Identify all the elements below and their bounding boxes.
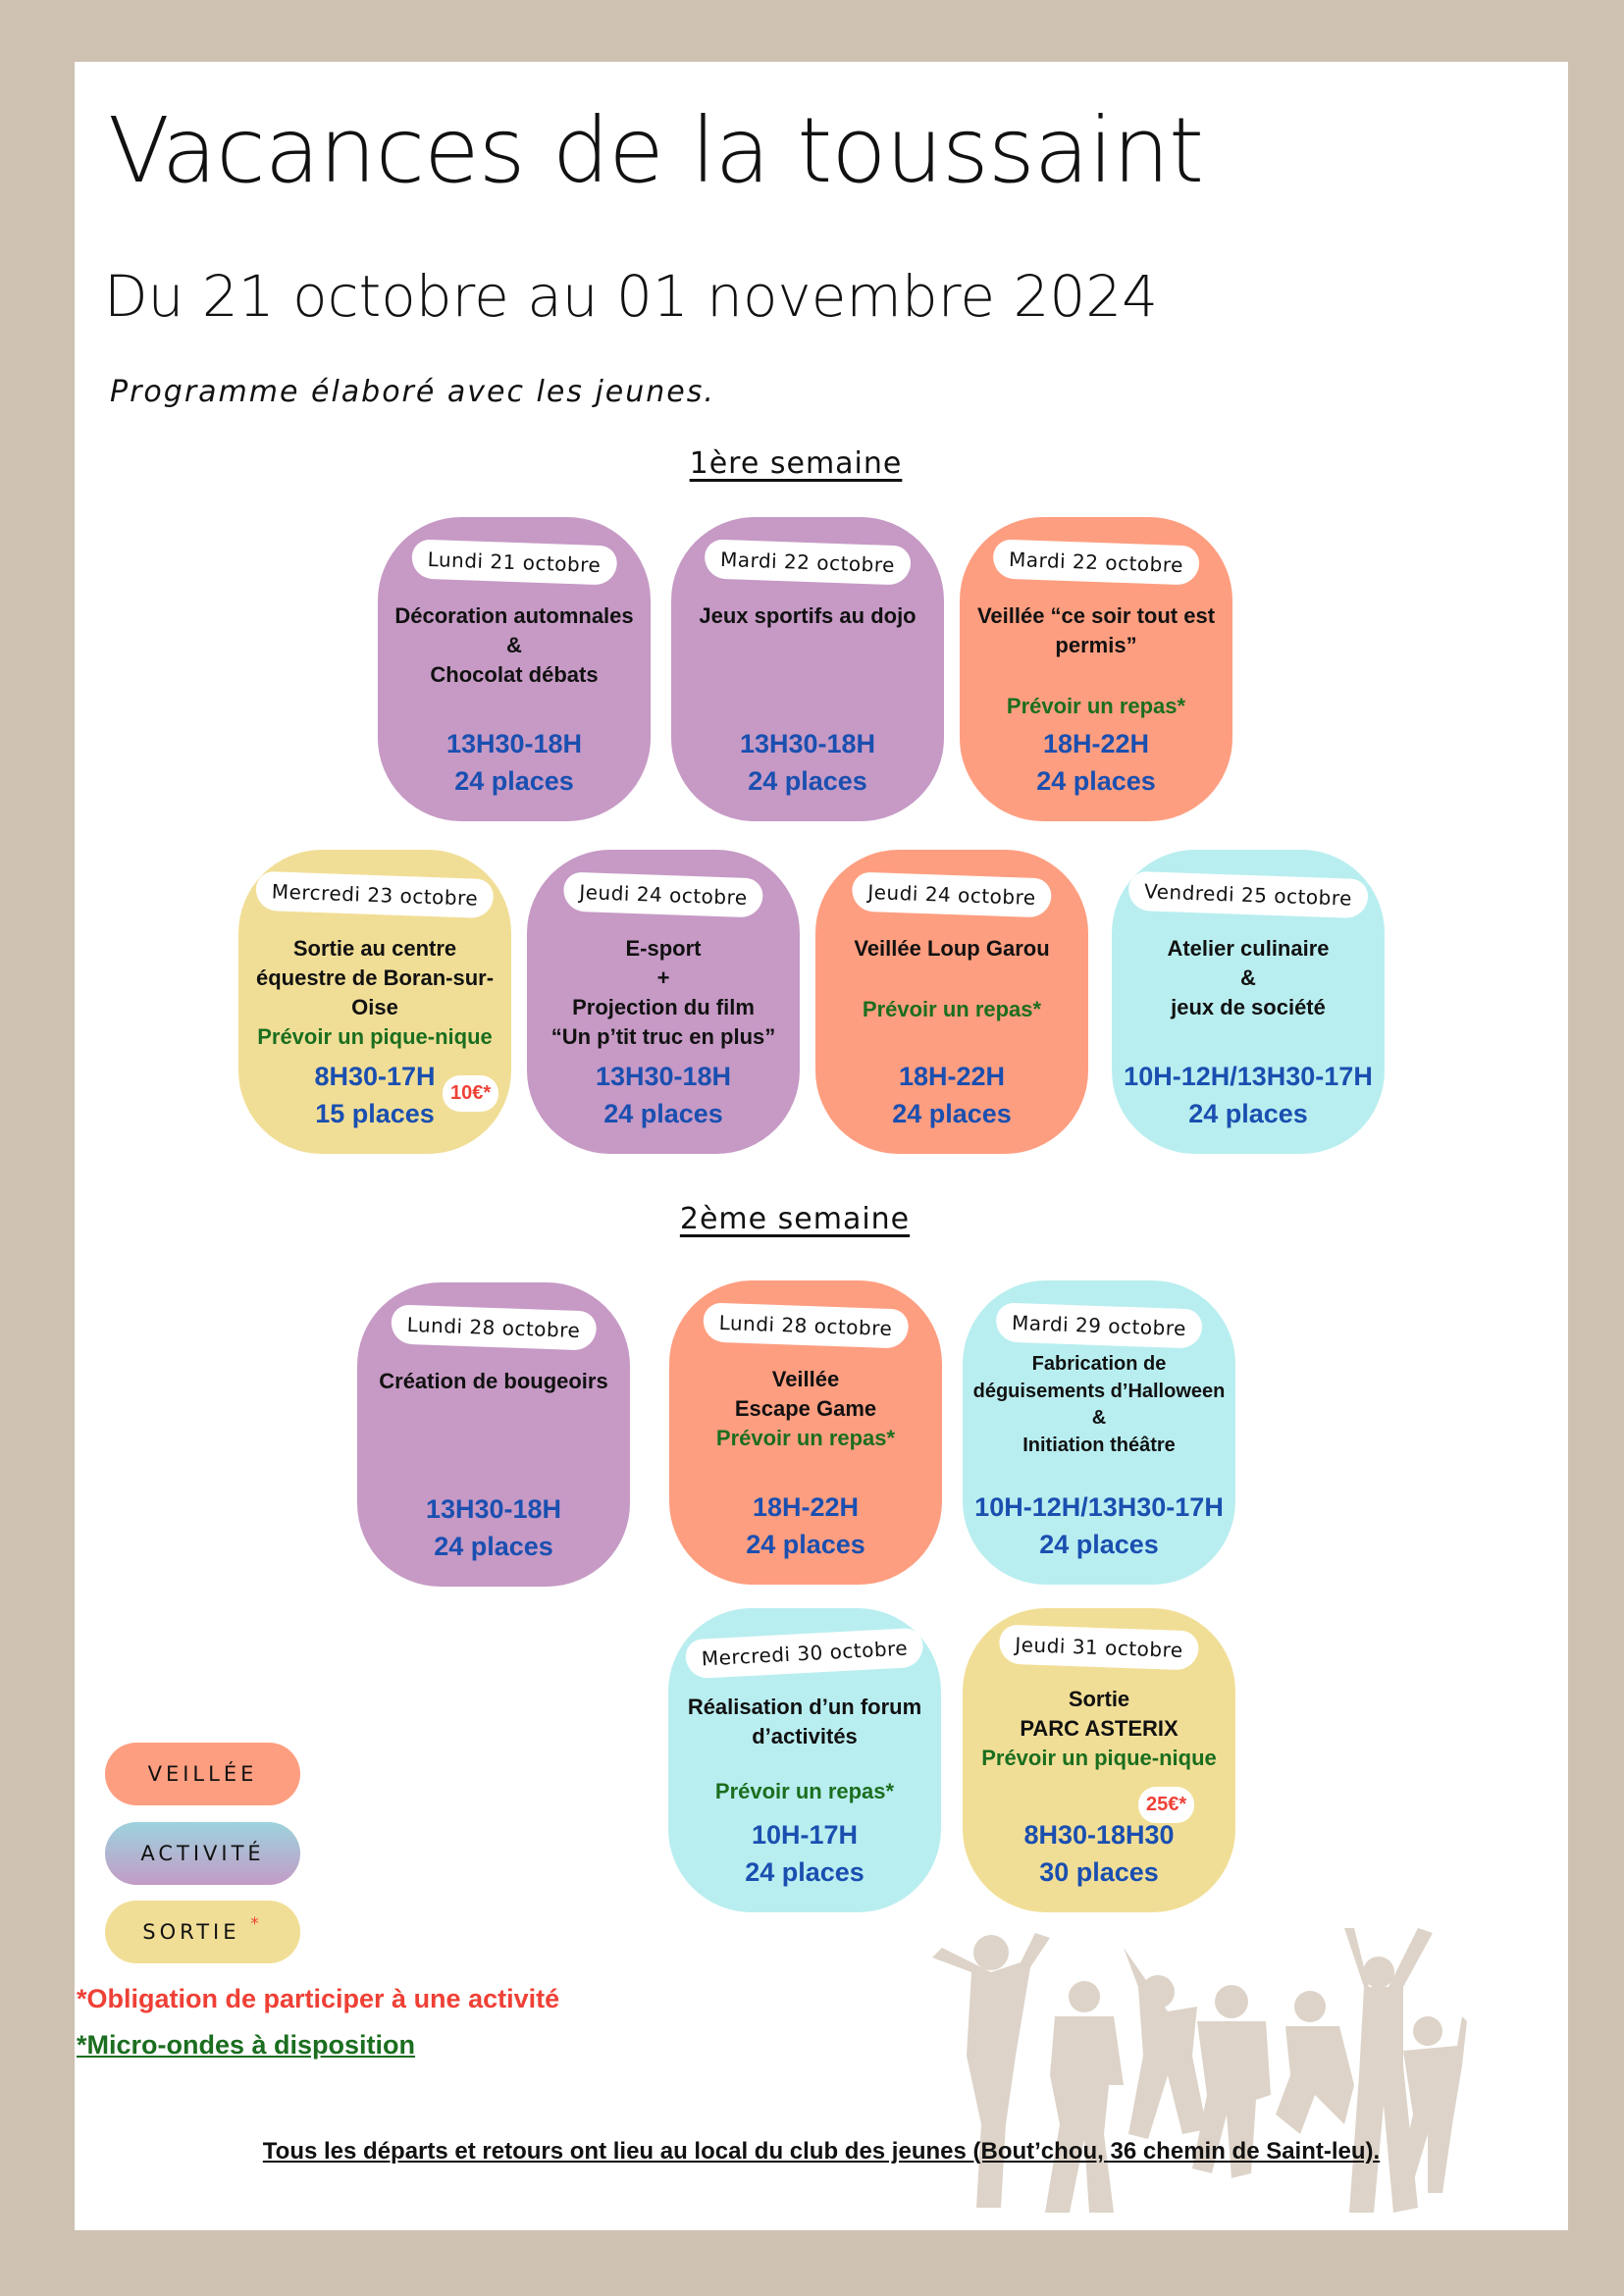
card-date: Lundi 28 octobre: [703, 1302, 909, 1349]
intro-text: Programme élaboré avec les jeunes.: [110, 375, 715, 409]
card-note: Prévoir un repas*: [715, 1426, 896, 1450]
activity-card: Lundi 28 octobre Création de bougeoirs 1…: [357, 1282, 630, 1587]
card-time: 18H-22H: [1042, 729, 1150, 758]
card-title: Jeux sportifs au dojo: [699, 603, 917, 628]
sortie-card: Mercredi 23 octobre Sortie au centre équ…: [238, 850, 511, 1154]
veillee-card: Jeudi 24 octobre Veillée Loup Garou Prév…: [815, 850, 1088, 1154]
card-title: Décoration automnales & Chocolat débats: [394, 603, 634, 687]
card-date: Mercredi 30 octobre: [684, 1627, 925, 1680]
card-title: Veillée Loup Garou: [854, 936, 1050, 961]
card-date: Lundi 28 octobre: [391, 1304, 597, 1351]
card-time: 13H30-18H: [595, 1062, 732, 1091]
page-title: Vacances de la toussaint: [108, 98, 1204, 203]
card-places: 30 places: [1039, 1857, 1159, 1887]
card-places: 24 places: [603, 1099, 723, 1128]
card-date: Jeudi 31 octobre: [998, 1624, 1200, 1671]
activity-card: Jeudi 24 octobre E-sport + Projection du…: [527, 850, 800, 1154]
activity-card: Mercredi 30 octobre Réalisation d’un for…: [668, 1608, 941, 1912]
card-date: Jeudi 24 octobre: [851, 871, 1053, 918]
card-time: 18H-22H: [898, 1062, 1006, 1091]
card-title: Fabrication de déguisements d’Halloween …: [972, 1353, 1226, 1456]
card-note: Prévoir un repas*: [1006, 694, 1186, 718]
card-places: 24 places: [748, 766, 867, 796]
card-places: 24 places: [745, 1857, 864, 1887]
card-places: 24 places: [746, 1530, 865, 1559]
card-note: Prévoir un pique-nique: [981, 1746, 1217, 1770]
card-time: 10H-12H/13H30-17H: [1124, 1062, 1373, 1091]
card-time: 10H-12H/13H30-17H: [974, 1492, 1224, 1522]
microwave-note: *Micro-ondes à disposition: [77, 2030, 416, 2060]
card-date: Vendredi 25 octobre: [1127, 870, 1369, 919]
activity-card: Lundi 21 octobre Décoration automnales &…: [378, 517, 651, 821]
card-title: Sortie PARC ASTERIX Prévoir un pique-niqu…: [963, 1685, 1235, 1773]
jumping-kids-silhouettes-icon: [932, 1928, 1467, 2213]
card-time: 13H30-18H: [425, 1494, 562, 1524]
card-time: 10H-17H: [751, 1820, 859, 1850]
activity-obligation-note: *Obligation de participer à une activité: [77, 1984, 560, 2013]
card-note: Prévoir un repas*: [714, 1779, 895, 1803]
card-places: 24 places: [1036, 766, 1156, 796]
card-places: 24 places: [434, 1532, 553, 1561]
legend-veillee: VEILLÉE: [105, 1743, 300, 1805]
card-title: Veillée Escape Game Prévoir un repas*: [669, 1365, 942, 1453]
legend-sortie: SORTIE *: [105, 1901, 300, 1963]
card-places: 24 places: [1039, 1530, 1159, 1559]
price-badge: 10€*: [443, 1075, 499, 1112]
card-places: 24 places: [454, 766, 574, 796]
sortie-card: Jeudi 31 octobre Sortie PARC ASTERIX Prév…: [963, 1608, 1235, 1912]
card-places: 15 places: [315, 1099, 435, 1128]
week-1-heading: 1ère semaine: [689, 446, 903, 481]
card-title: Réalisation d’un forum d’activités: [687, 1695, 922, 1748]
card-date: Mardi 29 octobre: [995, 1302, 1203, 1349]
card-date: Mardi 22 octobre: [704, 539, 912, 586]
card-time: 18H-22H: [752, 1492, 860, 1522]
activity-card: Vendredi 25 octobre Atelier culinaire & …: [1112, 850, 1385, 1154]
card-title: Atelier culinaire & jeux de société: [1167, 936, 1330, 1019]
card-places: 24 places: [892, 1099, 1012, 1128]
date-range: Du 21 octobre au 01 novembre 2024: [104, 263, 1159, 330]
legend-activite: ACTIVITÉ: [105, 1822, 300, 1885]
card-places: 24 places: [1188, 1099, 1308, 1128]
card-title: Veillée “ce soir tout est permis”: [976, 603, 1216, 657]
card-title: E-sport + Projection du film “Un p’tit t…: [550, 936, 776, 1049]
card-time: 13H30-18H: [445, 729, 583, 758]
card-title: Création de bougeoirs: [379, 1369, 608, 1393]
activity-card: Mardi 22 octobre Jeux sportifs au dojo 1…: [671, 517, 944, 821]
card-note: Prévoir un pique-nique: [257, 1024, 493, 1049]
card-time: 8H30-18H30: [1023, 1820, 1175, 1850]
card-date: Lundi 21 octobre: [411, 539, 617, 586]
week-2-heading: 2ème semaine: [679, 1202, 911, 1236]
card-date: Jeudi 24 octobre: [562, 871, 764, 918]
card-title: Sortie au centre équestre de Boran-sur- …: [238, 934, 511, 1052]
price-badge: 25€*: [1138, 1787, 1195, 1823]
card-date: Mercredi 23 octobre: [255, 870, 495, 919]
veillee-card: Mardi 22 octobre Veillée “ce soir tout e…: [960, 517, 1232, 821]
card-date: Mardi 22 octobre: [992, 539, 1200, 586]
veillee-card: Lundi 28 octobre Veillée Escape Game Prév…: [669, 1280, 942, 1585]
footer-meeting-point: Tous les départs et retours ont lieu au …: [262, 2138, 1381, 2165]
activity-card: Mardi 29 octobre Fabrication de déguisem…: [963, 1280, 1235, 1585]
card-note: Prévoir un repas*: [862, 997, 1042, 1021]
card-time: 13H30-18H: [739, 729, 876, 758]
card-time: 8H30-17H: [314, 1062, 436, 1091]
